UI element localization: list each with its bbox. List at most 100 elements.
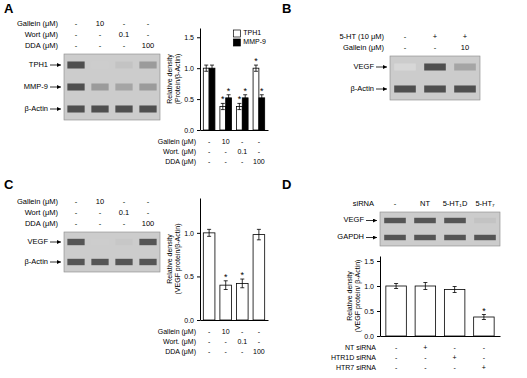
blot-band (454, 63, 476, 70)
y-tick-label: 1.5 (184, 34, 194, 41)
bar (242, 98, 248, 130)
bar (253, 68, 259, 130)
y-axis-title: Relative density(VEGF protein/β-Actin) (166, 224, 182, 295)
condition-cell: - (394, 199, 397, 208)
blot-label: GAPDH (337, 232, 364, 241)
bar (203, 68, 209, 130)
blot-band (394, 63, 416, 70)
y-tick-mark (197, 130, 200, 131)
blot-background (390, 56, 480, 100)
blot-band (414, 218, 436, 223)
condition-cell: + (433, 32, 438, 41)
condition-cell: - (75, 197, 78, 206)
y-axis: 0.00.51.01.5 (364, 257, 380, 340)
condition-cell: - (123, 197, 126, 206)
condition-cell: - (404, 32, 407, 41)
bar (236, 107, 242, 130)
error-bar (204, 65, 208, 71)
condition-cell: - (75, 208, 78, 217)
y-tick-mark (377, 286, 380, 287)
annotation: * (224, 272, 228, 282)
condition-cell: - (75, 30, 78, 39)
error-bar (423, 283, 427, 290)
blot-label: VEGF (354, 62, 375, 71)
blot-band (67, 61, 84, 68)
panel-label: D (282, 177, 291, 192)
blot-band (394, 85, 416, 92)
y-tick: 1.0 (184, 65, 200, 72)
y-tick-label: 1.0 (184, 230, 194, 237)
y-tick-mark (377, 311, 380, 312)
blot-band (384, 218, 406, 223)
blot-arrow (50, 65, 61, 66)
error-bar (207, 229, 211, 236)
condition-cell: 100 (253, 348, 265, 355)
blot: VEGFβ-Actin (351, 56, 481, 100)
y-tick-label: 1.0 (184, 65, 194, 72)
y-axis-title-line: (Protein/β-Actin) (174, 54, 182, 105)
figure: ATPH1MMP-9β-ActinGallein (μM)-10--Wort (… (0, 0, 527, 378)
condition-cell: + (463, 32, 468, 41)
condition-header: NT siRNA (345, 344, 376, 351)
condition-cell: - (208, 158, 211, 165)
legend-swatch (233, 30, 240, 37)
condition-cell: - (258, 338, 261, 345)
condition-cell: 0.1 (237, 148, 247, 155)
condition-cell: - (123, 41, 126, 50)
blot-band (454, 85, 476, 92)
condition-table: 5-HT (10 μM)-++Gallein (μM)--10 (339, 32, 469, 52)
legend-item: TPH1 (233, 29, 261, 37)
panel-label: A (4, 1, 14, 16)
y-tick-label: 0.0 (184, 127, 194, 134)
blot-band (115, 61, 132, 68)
error-bar (257, 229, 261, 239)
blot-band (384, 235, 406, 240)
condition-cell: - (395, 344, 398, 351)
blot-arrow (366, 220, 377, 221)
blot-band (91, 239, 108, 245)
blot: VEGFβ-Actin (25, 232, 161, 272)
bar (444, 290, 464, 337)
x-axis (381, 336, 501, 337)
legend-label: MMP-9 (243, 38, 266, 45)
condition-cell: - (208, 138, 211, 145)
blot-arrow (366, 237, 377, 238)
bar (386, 286, 406, 336)
condition-cell: - (99, 208, 102, 217)
condition-cell: - (434, 43, 437, 52)
y-tick-label: 1.5 (364, 258, 374, 265)
condition-cell: - (208, 148, 211, 155)
y-tick-mark (197, 37, 200, 38)
condition-header: Wort. (μM) (163, 338, 196, 346)
condition-header: DDA (μM) (25, 41, 59, 50)
condition-cell: - (395, 364, 398, 371)
y-tick-mark (197, 320, 200, 321)
y-tick-label: 0.0 (364, 333, 374, 340)
condition-cell: - (208, 328, 211, 335)
x-axis (201, 320, 269, 321)
annotation: * (221, 94, 225, 104)
condition-header: HTR7 siRNA (336, 364, 376, 371)
blot-label: VEGF (344, 215, 365, 224)
blot-arrow (376, 67, 387, 68)
y-tick-mark (197, 233, 200, 234)
plot-area (203, 65, 264, 130)
blot-arrow (50, 87, 61, 88)
condition-cell: - (258, 138, 261, 145)
condition-cell: 100 (253, 158, 265, 165)
condition-cell: + (423, 344, 427, 351)
condition-cell: + (453, 354, 457, 361)
blot-band (139, 239, 156, 245)
condition-header: Gallein (μM) (17, 19, 58, 28)
legend-swatch (233, 39, 240, 46)
y-tick: 1.0 (364, 283, 380, 290)
blot-band (67, 105, 84, 112)
condition-cell: - (225, 158, 228, 165)
blot-band (91, 61, 108, 68)
y-tick: 1.0 (184, 230, 200, 237)
condition-cell: - (75, 41, 78, 50)
condition-table: Gallein (μM)-10--Wort (μM)--0.1-DDA (μM)… (17, 197, 154, 228)
condition-cell: 0.1 (237, 338, 247, 345)
blot-band (139, 259, 156, 265)
condition-cell: - (225, 338, 228, 345)
